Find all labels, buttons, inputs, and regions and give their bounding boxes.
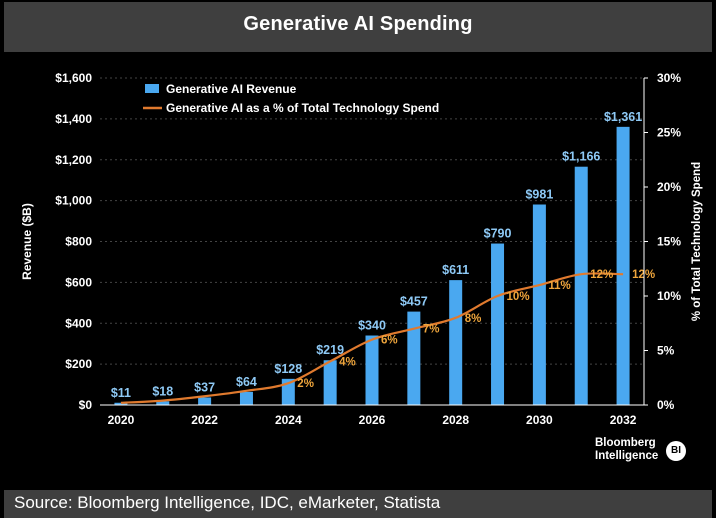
bar-2028 (449, 280, 463, 405)
y-tick-label: $1,400 (55, 112, 92, 126)
bar-label-2023: $64 (236, 375, 257, 389)
brand-logo-icon: BI (666, 441, 686, 461)
bar-2026 (365, 335, 379, 405)
x-tick-label: 2022 (191, 413, 218, 427)
y2-axis-title: % of Total Technology Spend (691, 162, 703, 321)
bar-label-2024: $128 (274, 362, 302, 376)
bar-label-2022: $37 (194, 380, 215, 394)
line-label-2025: 4% (339, 356, 356, 368)
bar-2027 (407, 311, 421, 405)
bar-2020 (114, 402, 128, 405)
x-tick-label: 2026 (359, 413, 386, 427)
line-label-2027: 7% (423, 324, 440, 336)
y2-tick-label: 20% (657, 180, 681, 194)
x-tick-label: 2024 (275, 413, 302, 427)
y2-tick-label: 25% (657, 126, 681, 140)
bar-label-2028: $611 (442, 263, 469, 277)
y2-tick-label: 15% (657, 235, 681, 249)
y-tick-label: $1,000 (55, 194, 92, 208)
bar-2023 (239, 391, 253, 405)
brand-wordmark: Bloomberg Intelligence (595, 437, 658, 463)
bar-2031 (574, 166, 588, 405)
y-tick-label: $1,600 (55, 71, 92, 85)
bar-2030 (532, 204, 546, 405)
plot-panel (4, 58, 712, 483)
bar-label-2021: $18 (152, 384, 173, 398)
brand-line-2: Intelligence (595, 450, 659, 462)
legend-label-revenue: Generative AI Revenue (166, 82, 297, 96)
y2-tick-label: 5% (657, 344, 675, 358)
line-label-2028: 8% (465, 313, 482, 325)
x-tick-label: 2032 (610, 413, 637, 427)
line-label-2029: 10% (507, 291, 530, 303)
y-tick-label: $200 (65, 357, 92, 371)
bar-label-2026: $340 (358, 319, 386, 333)
bar-label-2031: $1,166 (562, 150, 600, 164)
bar-label-2025: $219 (316, 343, 344, 357)
x-tick-label: 2020 (108, 413, 135, 427)
line-label-2031: 12% (590, 269, 613, 281)
line-label-2026: 6% (381, 335, 398, 347)
x-tick-label: 2030 (526, 413, 553, 427)
y2-tick-label: 0% (657, 398, 675, 412)
bar-label-2020: $11 (111, 386, 131, 400)
brand-line-1: Bloomberg (595, 437, 656, 449)
y2-tick-label: 30% (657, 71, 681, 85)
bar-2029 (491, 243, 505, 405)
source-text: Source: Bloomberg Intelligence, IDC, eMa… (14, 493, 441, 512)
y-tick-label: $600 (65, 275, 92, 289)
line-label-2024: 2% (297, 378, 314, 390)
legend-swatch-revenue (145, 84, 159, 93)
title-bar: Generative AI Spending (4, 2, 712, 52)
y-tick-label: $1,200 (55, 153, 92, 167)
x-tick-label: 2028 (442, 413, 469, 427)
series-line-pct (120, 272, 624, 404)
bar-2032 (616, 126, 630, 405)
source-bar: Source: Bloomberg Intelligence, IDC, eMa… (4, 490, 712, 518)
legend-label-pct: Generative AI as a % of Total Technology… (166, 101, 439, 115)
y-tick-label: $800 (65, 235, 92, 249)
bar-label-2030: $981 (525, 188, 553, 202)
bar-2025 (323, 360, 337, 405)
line-label-2030: 11% (548, 280, 570, 292)
y-tick-label: $400 (65, 316, 92, 330)
bar-2021 (156, 401, 170, 405)
y2-tick-label: 10% (657, 289, 681, 303)
y-tick-label: $0 (79, 398, 93, 412)
y-axis-title: Revenue ($B) (20, 203, 34, 280)
bar-label-2027: $457 (400, 295, 428, 309)
bar-label-2029: $790 (484, 227, 512, 241)
chart-title: Generative AI Spending (243, 13, 473, 35)
bar-2022 (198, 397, 212, 405)
bar-label-2032: $1,361 (604, 110, 642, 124)
